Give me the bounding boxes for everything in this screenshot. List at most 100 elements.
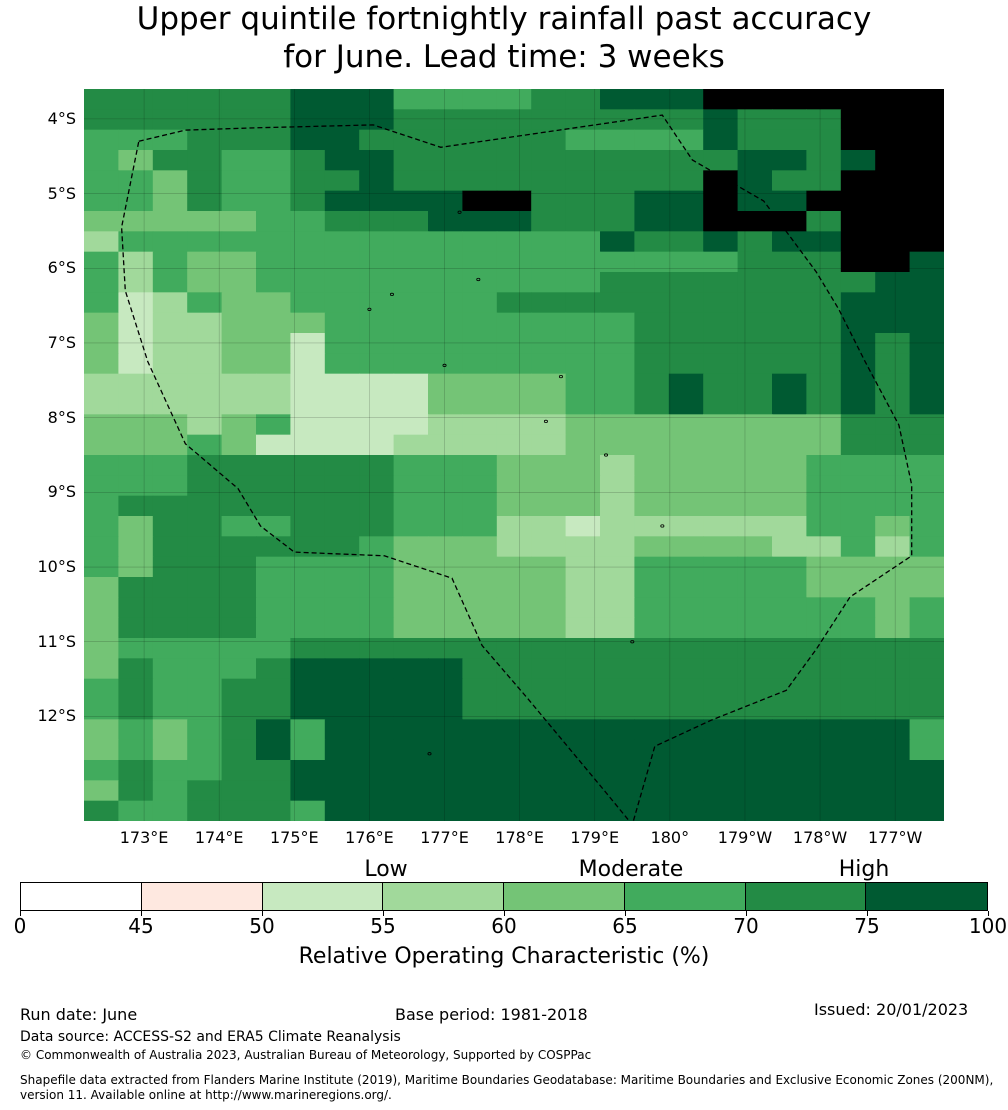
grid-cell (772, 211, 807, 232)
grid-cell (668, 373, 704, 395)
grid-cell (806, 394, 842, 415)
grid-cell (634, 699, 670, 720)
grid-cell (428, 89, 463, 110)
grid-cell (806, 292, 842, 314)
grid-cell (668, 577, 704, 598)
grid-cell (324, 475, 360, 497)
grid-cell (565, 150, 601, 171)
grid-cell (565, 556, 601, 578)
grid-cell (324, 556, 360, 578)
grid-cell (703, 577, 739, 598)
grid-cell (221, 455, 257, 476)
grid-cell (462, 373, 498, 395)
grid-cell (668, 251, 704, 273)
grid-cell (600, 272, 635, 293)
grid-cell (875, 760, 911, 781)
grid-cell (875, 292, 911, 314)
grid-cell (531, 353, 567, 375)
grid-cell (668, 800, 704, 821)
islands (367, 210, 665, 756)
graticule (84, 89, 944, 821)
grid-cell (428, 556, 463, 578)
grid-cell (565, 414, 601, 436)
grid-cell (875, 475, 911, 497)
colorbar-tick-label: 65 (612, 914, 638, 938)
grid-cell (737, 658, 773, 680)
grid-cell (290, 577, 326, 598)
grid-cell (428, 129, 463, 151)
grid-cell (290, 373, 326, 395)
colorbar-tick-label: 100 (968, 914, 1008, 938)
grid-cell (565, 312, 601, 334)
grid-cell (772, 333, 807, 354)
grid-cell (634, 394, 670, 415)
grid-cell (703, 312, 739, 334)
grid-cell (703, 800, 739, 821)
grid-cell (875, 394, 911, 415)
grid-cell (256, 495, 291, 517)
grid-cell (256, 577, 291, 598)
grid-cell (84, 231, 119, 253)
longitude-label: 175°E (269, 828, 319, 847)
grid-cell (703, 455, 739, 476)
grid-cell (634, 414, 670, 436)
grid-cell (221, 190, 257, 212)
grid-cell (187, 719, 223, 741)
grid-cell (118, 760, 154, 781)
grid-cell (221, 373, 257, 395)
grid-cell (909, 333, 944, 354)
grid-cell (875, 780, 911, 802)
grid-cell (565, 800, 601, 821)
grid-cell (531, 333, 567, 354)
grid-cell (256, 231, 291, 253)
grid-cell (496, 414, 532, 436)
grid-cell (118, 658, 154, 680)
skill-map-svg (84, 89, 944, 821)
grid-cell (324, 800, 360, 821)
grid-cell (324, 739, 360, 761)
grid-cell (840, 536, 876, 558)
grid-cell (565, 658, 601, 680)
grid-cell (600, 170, 635, 192)
grid-cell (875, 251, 911, 273)
grid-cell (909, 394, 944, 415)
grid-cell (531, 699, 567, 720)
grid-cell (428, 495, 463, 517)
grid-cell (324, 699, 360, 720)
grid-cell (118, 516, 154, 537)
grid-cell (634, 597, 670, 619)
grid-cell (393, 231, 429, 253)
island-outline (604, 453, 609, 457)
grid-cell (393, 739, 429, 761)
grid-cell (118, 251, 154, 273)
grid-cell (840, 251, 876, 273)
grid-cell (875, 434, 911, 456)
grid-cell (806, 312, 842, 334)
grid-cell (84, 272, 119, 293)
grid-cell (840, 333, 876, 354)
grid-cell (221, 211, 257, 232)
grid-cell (634, 150, 670, 171)
grid-cell (668, 414, 704, 436)
grid-cell (875, 109, 911, 131)
grid-cell (496, 353, 532, 375)
grid-cell (428, 617, 463, 639)
grid-cell (324, 577, 360, 598)
grid-cell (634, 312, 670, 334)
grid-cell (600, 638, 635, 659)
grid-cell (531, 739, 567, 761)
grid-cell (772, 373, 807, 395)
grid-cell (256, 678, 291, 700)
grid-cell (600, 231, 635, 253)
grid-cell (84, 312, 119, 334)
grid-cell (531, 455, 567, 476)
grid-cell (806, 434, 842, 456)
grid-cell (359, 434, 395, 456)
grid-cell (875, 170, 911, 192)
grid-cell (84, 434, 119, 456)
grid-cell (187, 251, 223, 273)
grid-cell (668, 333, 704, 354)
grid-cell (772, 353, 807, 375)
grid-cell (668, 292, 704, 314)
grid-cell (84, 760, 119, 781)
